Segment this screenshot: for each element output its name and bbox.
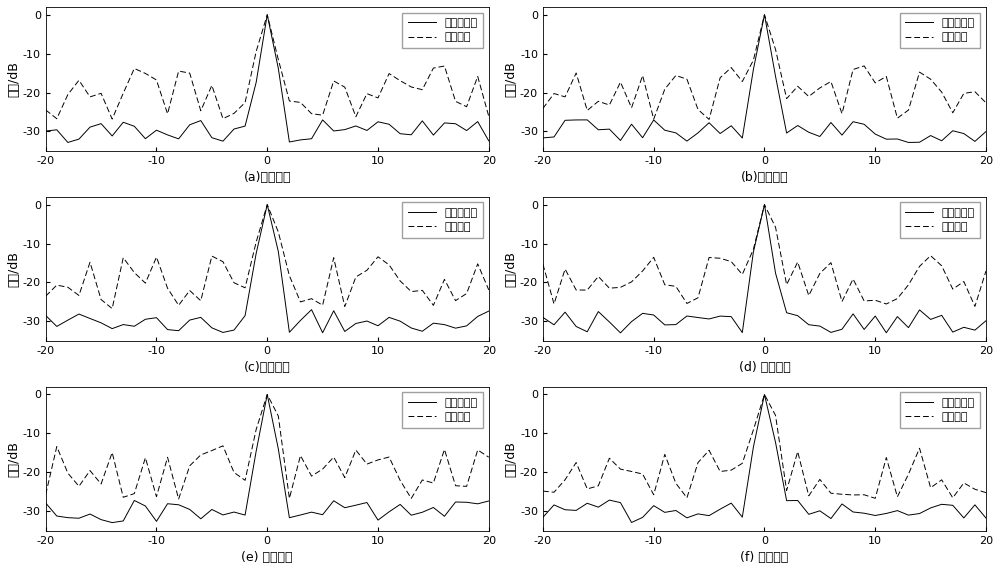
Legend: 本发明方法, 遗传算法: 本发明方法, 遗传算法 (402, 13, 483, 48)
Y-axis label: 幅度/dB: 幅度/dB (504, 61, 517, 97)
Legend: 本发明方法, 遗传算法: 本发明方法, 遗传算法 (402, 392, 483, 428)
Y-axis label: 幅度/dB: 幅度/dB (504, 441, 517, 477)
Legend: 本发明方法, 遗传算法: 本发明方法, 遗传算法 (900, 392, 980, 428)
Legend: 本发明方法, 遗传算法: 本发明方法, 遗传算法 (900, 13, 980, 48)
Y-axis label: 幅度/dB: 幅度/dB (7, 251, 20, 287)
X-axis label: (d) 延迟单元: (d) 延迟单元 (739, 361, 790, 374)
X-axis label: (f) 延迟单元: (f) 延迟单元 (740, 551, 789, 564)
X-axis label: (c)延迟单元: (c)延迟单元 (244, 361, 291, 374)
Legend: 本发明方法, 遗传算法: 本发明方法, 遗传算法 (402, 202, 483, 238)
Legend: 本发明方法, 遗传算法: 本发明方法, 遗传算法 (900, 202, 980, 238)
X-axis label: (a)延迟单元: (a)延迟单元 (243, 171, 291, 184)
X-axis label: (e) 延迟单元: (e) 延迟单元 (241, 551, 293, 564)
Y-axis label: 幅度/dB: 幅度/dB (7, 61, 20, 97)
Y-axis label: 幅度/dB: 幅度/dB (7, 441, 20, 477)
X-axis label: (b)延迟单元: (b)延迟单元 (741, 171, 788, 184)
Y-axis label: 幅度/dB: 幅度/dB (504, 251, 517, 287)
